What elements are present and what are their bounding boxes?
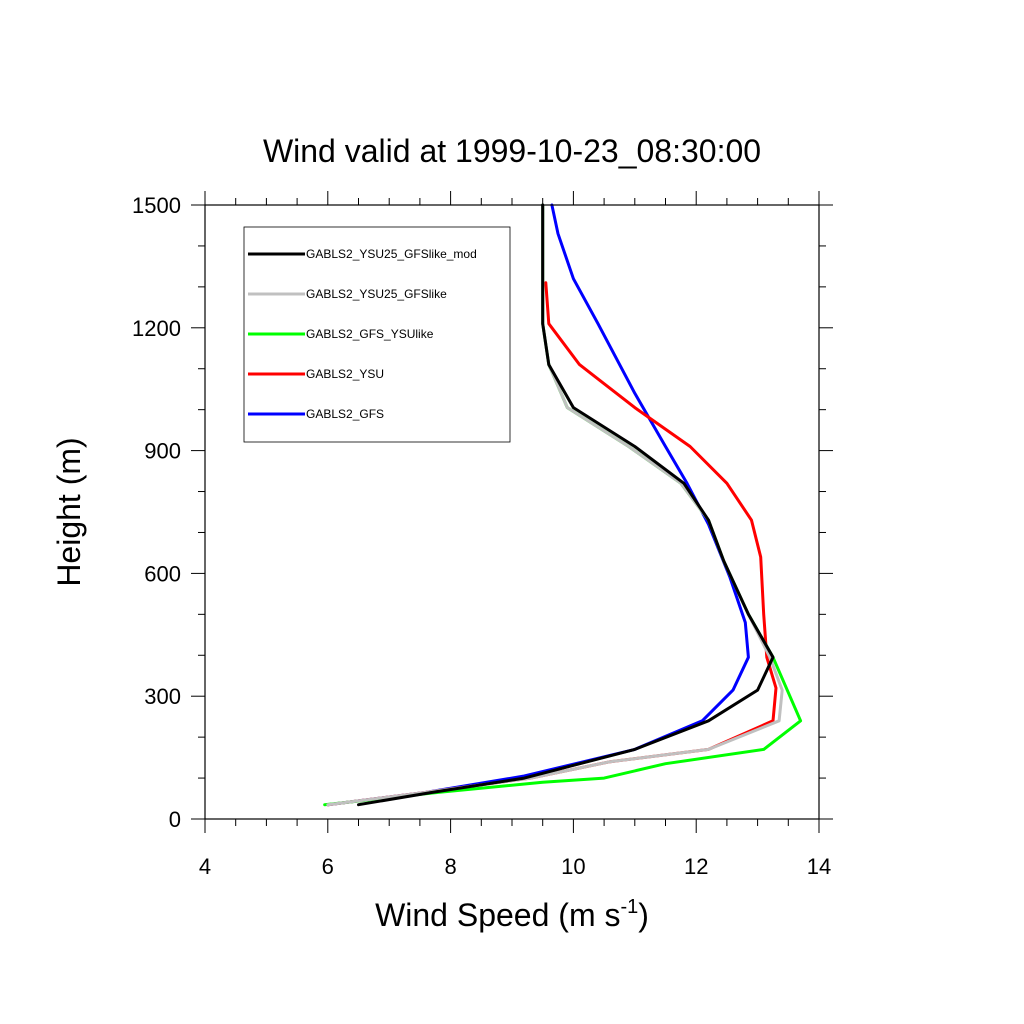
y-tick-label: 600 <box>144 561 181 586</box>
x-tick-label: 8 <box>444 854 456 879</box>
legend-label-2: GABLS2_YSU25_GFSlike <box>306 287 447 301</box>
x-axis-title-main: Wind Speed (m s <box>375 897 620 933</box>
legend: GABLS2_YSU25_GFSlike_mod GABLS2_YSU25_GFS… <box>243 226 511 443</box>
plot-lines <box>323 203 803 807</box>
y-tick-label: 900 <box>144 439 181 464</box>
x-tick-label: 12 <box>684 854 708 879</box>
legend-label-4: GABLS2_YSU <box>306 367 384 381</box>
x-tick-label: 6 <box>322 854 334 879</box>
x-axis-title-tail: ) <box>638 897 649 933</box>
y-tick-label: 1200 <box>132 316 181 341</box>
legend-label-3: GABLS2_GFS_YSUlike <box>306 327 434 341</box>
y-tick-label: 300 <box>144 684 181 709</box>
x-tick-label: 14 <box>807 854 831 879</box>
x-axis-title: Wind Speed (m s-1) <box>375 896 649 933</box>
series-line-1 <box>357 203 775 807</box>
chart-title: Wind valid at 1999-10-23_08:30:00 <box>263 133 761 169</box>
y-tick-label: 1500 <box>132 193 181 218</box>
y-axis-title: Height (m) <box>51 437 87 586</box>
axis-ticks <box>191 191 833 833</box>
x-tick-label: 10 <box>561 854 585 879</box>
legend-label-5: GABLS2_GFS <box>306 407 384 421</box>
x-tick-label: 4 <box>199 854 211 879</box>
tick-labels: 4 6 8 10 12 14 0 300 600 900 1200 1500 <box>132 193 831 879</box>
x-axis-title-sup: -1 <box>620 896 638 918</box>
y-tick-label: 0 <box>169 807 181 832</box>
legend-label-1: GABLS2_YSU25_GFSlike_mod <box>306 247 477 261</box>
